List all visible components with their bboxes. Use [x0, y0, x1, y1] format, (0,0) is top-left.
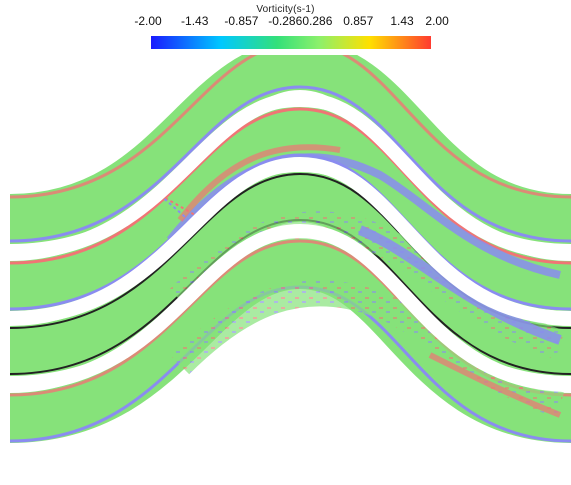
- vorticity-field-plot: [9, 55, 571, 443]
- colorbar-tick: -0.286: [268, 14, 303, 28]
- channel-1: [9, 55, 571, 244]
- colorbar-title: Vorticity(s-1): [256, 4, 315, 15]
- colorbar-tick: -1.43: [181, 14, 209, 28]
- colorbar-gradient: [151, 36, 431, 49]
- channel-gaps: [9, 91, 571, 392]
- colorbar-tick: 0.857: [343, 14, 374, 28]
- colorbar-tick: 0.286: [302, 14, 333, 28]
- colorbar-tick: 2.00: [425, 14, 449, 28]
- colorbar-tick: -0.857: [224, 14, 259, 28]
- channel-2: [9, 106, 571, 311]
- colorbar-tick: -2.00: [134, 14, 162, 28]
- colorbar-ticks: -2.00 -1.43 -0.857 -0.286 0.286 0.857 1.…: [134, 14, 448, 30]
- colorbar-tick: 1.43: [390, 14, 414, 28]
